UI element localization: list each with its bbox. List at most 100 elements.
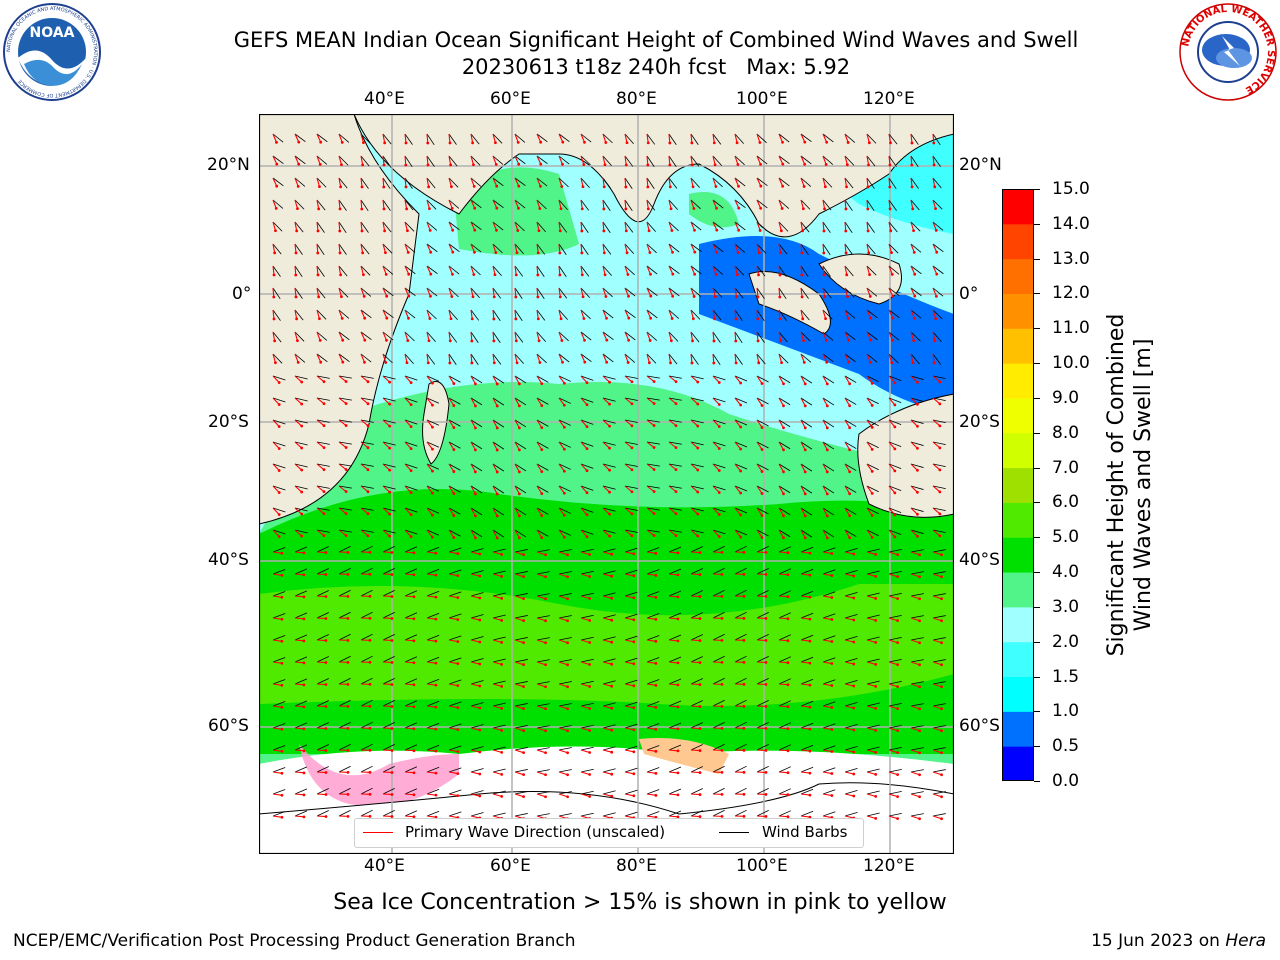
wind-barb xyxy=(294,568,308,575)
wind-barb xyxy=(536,177,548,187)
wave-direction-arrow xyxy=(558,529,565,538)
wind-barb xyxy=(646,265,658,275)
wave-direction-arrow xyxy=(800,397,806,407)
wave-arrow-head xyxy=(715,206,718,210)
wave-direction-arrow xyxy=(624,683,634,687)
wave-direction-arrow xyxy=(602,683,612,687)
wind-barb xyxy=(272,177,284,187)
wind-barb xyxy=(888,529,902,536)
wave-arrow-head xyxy=(800,295,804,299)
wind-barb xyxy=(712,265,724,275)
wave-arrow-head xyxy=(825,360,829,364)
wave-arrow-head xyxy=(514,339,518,343)
wave-arrow-head xyxy=(938,534,942,538)
wave-direction-arrow xyxy=(756,133,761,143)
wind-barb xyxy=(646,155,655,168)
wave-direction-arrow xyxy=(756,441,763,450)
wave-direction-arrow xyxy=(580,287,584,297)
wave-direction-arrow xyxy=(404,265,410,275)
wind-barb xyxy=(382,287,394,297)
wave-arrow-head xyxy=(275,140,278,144)
wave-arrow-head xyxy=(522,553,525,557)
wind-barb xyxy=(514,199,526,209)
wave-arrow-head xyxy=(412,639,416,643)
wave-arrow-head xyxy=(868,273,871,277)
wave-direction-arrow xyxy=(910,375,918,383)
wave-arrow-head xyxy=(272,317,276,321)
wave-direction-arrow xyxy=(690,177,694,187)
wave-arrow-head xyxy=(757,251,761,255)
wave-arrow-head xyxy=(473,250,476,254)
wave-direction-arrow xyxy=(910,705,920,710)
wave-arrow-head xyxy=(846,141,850,144)
wave-arrow-head xyxy=(778,273,782,277)
wind-barb xyxy=(426,656,440,663)
wind-barb xyxy=(734,221,746,231)
wave-direction-arrow xyxy=(580,661,590,666)
wave-direction-arrow xyxy=(448,397,455,406)
wave-direction-arrow xyxy=(822,199,826,209)
wave-direction-arrow xyxy=(514,463,520,473)
wind-barb xyxy=(844,614,858,619)
wave-direction-arrow xyxy=(822,419,828,429)
wave-direction-arrow xyxy=(624,551,634,555)
wind-barb xyxy=(426,678,440,685)
wind-barb xyxy=(778,634,792,641)
wave-direction-arrow xyxy=(690,309,694,319)
wind-barb xyxy=(536,791,550,795)
wind-barb xyxy=(272,789,286,795)
wind-barb xyxy=(932,485,946,490)
wave-direction-arrow xyxy=(932,793,942,798)
wave-direction-arrow xyxy=(624,507,633,515)
wave-arrow-head xyxy=(434,639,438,643)
wave-direction-arrow xyxy=(712,463,720,471)
wave-arrow-head xyxy=(322,446,326,450)
wave-arrow-head xyxy=(426,141,430,145)
wave-arrow-head xyxy=(412,551,416,555)
wave-arrow-head xyxy=(742,748,746,752)
wave-arrow-head xyxy=(302,551,306,555)
wave-direction-arrow xyxy=(646,265,652,275)
wave-arrow-head xyxy=(368,748,372,752)
wave-direction-arrow xyxy=(844,199,847,210)
wave-arrow-head xyxy=(274,229,277,233)
wave-direction-arrow xyxy=(404,485,412,493)
wind-barb xyxy=(272,199,284,209)
wind-barb xyxy=(800,177,812,187)
wave-arrow-head xyxy=(500,729,504,732)
wind-barb xyxy=(866,680,880,685)
wave-arrow-head xyxy=(390,683,394,686)
wave-direction-arrow xyxy=(844,529,851,538)
wave-direction-arrow xyxy=(866,221,869,232)
legend-wave-line xyxy=(363,832,393,833)
wave-arrow-head xyxy=(316,251,320,255)
wind-barb xyxy=(382,678,395,685)
wind-barb xyxy=(558,529,571,536)
wave-direction-arrow xyxy=(646,221,650,231)
wind-barb xyxy=(338,787,351,795)
wind-barb xyxy=(382,463,396,468)
wave-arrow-head xyxy=(938,512,942,516)
wave-direction-arrow xyxy=(800,573,811,576)
wave-direction-arrow xyxy=(448,661,458,665)
wind-barb xyxy=(844,724,858,729)
wind-barb xyxy=(492,155,504,165)
wind-barb xyxy=(272,767,286,773)
wave-direction-arrow xyxy=(822,221,825,232)
wave-arrow-head xyxy=(451,250,455,254)
wave-direction-arrow xyxy=(558,573,568,578)
wind-barb xyxy=(756,221,768,231)
wave-arrow-head xyxy=(318,317,321,321)
wave-arrow-head xyxy=(451,228,455,232)
wind-barb xyxy=(536,725,550,729)
wave-direction-arrow xyxy=(690,265,696,275)
wind-barb xyxy=(910,769,924,773)
wind-barb xyxy=(272,287,281,300)
wave-direction-arrow xyxy=(668,639,679,642)
wind-barb xyxy=(426,700,440,707)
wind-barb xyxy=(382,331,394,341)
wave-direction-arrow xyxy=(426,485,433,494)
wind-barb xyxy=(514,529,527,538)
wind-barb xyxy=(734,611,747,619)
wave-direction-arrow xyxy=(294,661,305,664)
